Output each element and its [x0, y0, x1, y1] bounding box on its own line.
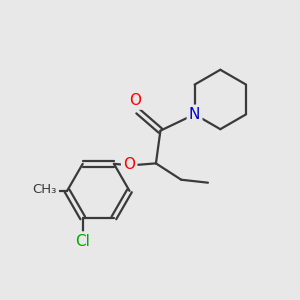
- Text: N: N: [189, 107, 200, 122]
- Text: Cl: Cl: [75, 234, 90, 249]
- Text: CH₃: CH₃: [33, 183, 57, 196]
- Text: O: O: [123, 158, 135, 172]
- Text: O: O: [129, 93, 141, 108]
